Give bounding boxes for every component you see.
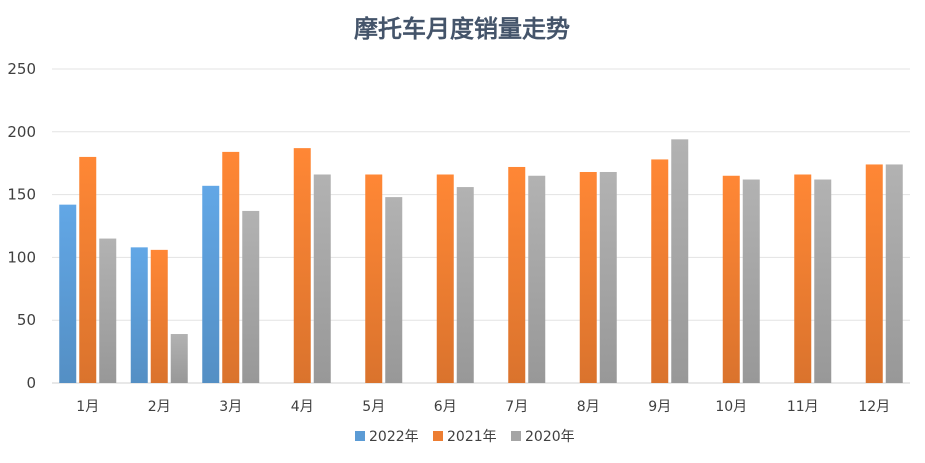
x-tick-label: 5月: [362, 399, 385, 415]
y-tick-label: 200: [7, 123, 36, 141]
y-tick-label: 100: [7, 248, 36, 266]
x-axis: 1月 2月 3月 4月 5月 6月 7月 8月 9月 10月 11月 12月: [76, 399, 890, 415]
y-tick-label: 50: [17, 311, 36, 329]
bar-2021年-3月: [222, 151, 240, 383]
x-tick-label: 9月: [648, 399, 671, 415]
bar-2021年-6月: [436, 174, 454, 383]
x-tick-label: 6月: [434, 399, 457, 415]
legend: 2022年 2021年 2020年: [355, 429, 575, 445]
y-tick-label: 250: [7, 60, 36, 78]
bar-2020年-4月: [313, 174, 331, 383]
bar-2021年-1月: [79, 156, 97, 383]
x-tick-label: 12月: [858, 399, 890, 415]
bar-2021年-4月: [293, 148, 311, 383]
bar-2020年-3月: [242, 210, 260, 383]
y-tick-label: 150: [7, 186, 36, 204]
bar-2021年-5月: [365, 174, 383, 383]
grid: 0 50 100 150 200 250: [7, 60, 910, 392]
x-tick-label: 1月: [76, 399, 99, 415]
bar-2021年-2月: [150, 249, 168, 383]
bar-2020年-6月: [456, 187, 474, 383]
bar-2021年-10月: [722, 175, 740, 383]
bar-2020年-11月: [814, 179, 832, 383]
x-tick-label: 3月: [219, 399, 242, 415]
bar-2020年-10月: [742, 179, 760, 383]
chart-title: 摩托车月度销量走势: [354, 15, 570, 43]
bars: [59, 139, 903, 383]
legend-swatch: [355, 431, 365, 441]
bar-2022年-2月: [130, 247, 148, 383]
legend-label: 2021年: [447, 429, 497, 445]
y-tick-label: 0: [26, 374, 36, 392]
bar-2020年-9月: [671, 139, 689, 383]
x-tick-label: 11月: [787, 399, 819, 415]
bar-2020年-5月: [385, 197, 403, 383]
x-tick-label: 8月: [577, 399, 600, 415]
x-tick-label: 10月: [715, 399, 747, 415]
bar-2020年-1月: [99, 238, 117, 383]
bar-2020年-12月: [885, 164, 903, 383]
x-tick-label: 7月: [505, 399, 528, 415]
bar-2022年-3月: [202, 185, 220, 383]
x-tick-label: 2月: [148, 399, 171, 415]
bar-2022年-1月: [59, 204, 77, 383]
bar-2021年-11月: [794, 174, 812, 383]
legend-swatch: [433, 431, 443, 441]
bar-2020年-7月: [528, 175, 546, 383]
bar-2021年-9月: [651, 159, 669, 383]
bar-2020年-8月: [599, 171, 617, 383]
bar-2020年-2月: [170, 334, 188, 383]
legend-label: 2020年: [525, 429, 575, 445]
bar-2021年-8月: [579, 171, 597, 383]
bar-2021年-7月: [508, 166, 526, 383]
legend-swatch: [511, 431, 521, 441]
x-tick-label: 4月: [291, 399, 314, 415]
bar-2021年-12月: [865, 164, 883, 383]
legend-label: 2022年: [369, 429, 419, 445]
